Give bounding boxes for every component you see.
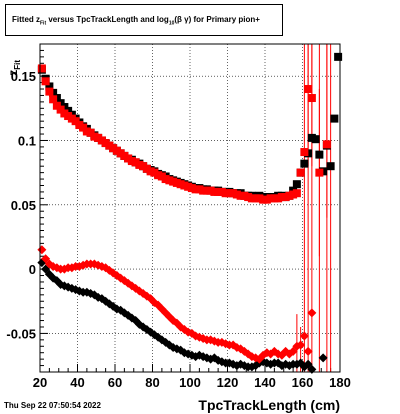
data-point-diamond [303, 346, 313, 356]
data-point-diamond [299, 331, 309, 341]
data-point-square [300, 159, 309, 168]
data-point-square [307, 94, 316, 103]
x-tick-label: 100 [179, 375, 201, 390]
data-point-square [315, 150, 324, 159]
data-point-square [304, 85, 313, 94]
y-tick-label: 0.05 [11, 198, 36, 213]
x-axis-label: TpcTrackLength (cm) [198, 397, 340, 413]
data-point-square [330, 114, 339, 123]
data-point-diamond [296, 340, 306, 350]
data-point-square [296, 168, 305, 177]
data-point-square [45, 87, 54, 96]
x-tick-label: 140 [254, 375, 276, 390]
x-tick-label: 120 [217, 375, 239, 390]
x-tick-label: 40 [70, 375, 84, 390]
x-tick-label: 20 [33, 375, 47, 390]
data-point-square [315, 168, 324, 177]
chart-title: Fitted zFit versus TpcTrackLength and lo… [12, 15, 260, 27]
data-point-square [311, 135, 320, 144]
y-axis-label: zFit [6, 60, 22, 76]
plot-frame [39, 43, 341, 373]
data-point-square [326, 162, 335, 171]
x-tick-label: 180 [329, 375, 351, 390]
data-point-square [300, 148, 309, 157]
data-point-diamond [318, 353, 328, 363]
data-point-square [322, 140, 331, 149]
plot-background [40, 44, 340, 372]
data-point-square [37, 64, 46, 73]
data-point-square [292, 180, 301, 189]
data-point-diamond [307, 308, 317, 318]
x-tick-label: 80 [145, 375, 159, 390]
y-tick-label: 0.15 [11, 69, 36, 84]
data-point-square [334, 52, 343, 61]
title-box: Fitted zFit versus TpcTrackLength and lo… [5, 4, 283, 36]
x-tick-label: 60 [108, 375, 122, 390]
data-point-square [292, 189, 301, 198]
data-point-square [41, 77, 50, 86]
data-point-square [45, 82, 54, 91]
x-tick-label: 160 [292, 375, 314, 390]
footer-date: Thu Sep 22 07:50:54 2022 [4, 401, 101, 410]
y-tick-label: 0.1 [18, 133, 36, 148]
y-tick-label: -0.05 [6, 326, 36, 341]
data-point-square [49, 95, 58, 104]
y-tick-label: 0 [29, 262, 36, 277]
